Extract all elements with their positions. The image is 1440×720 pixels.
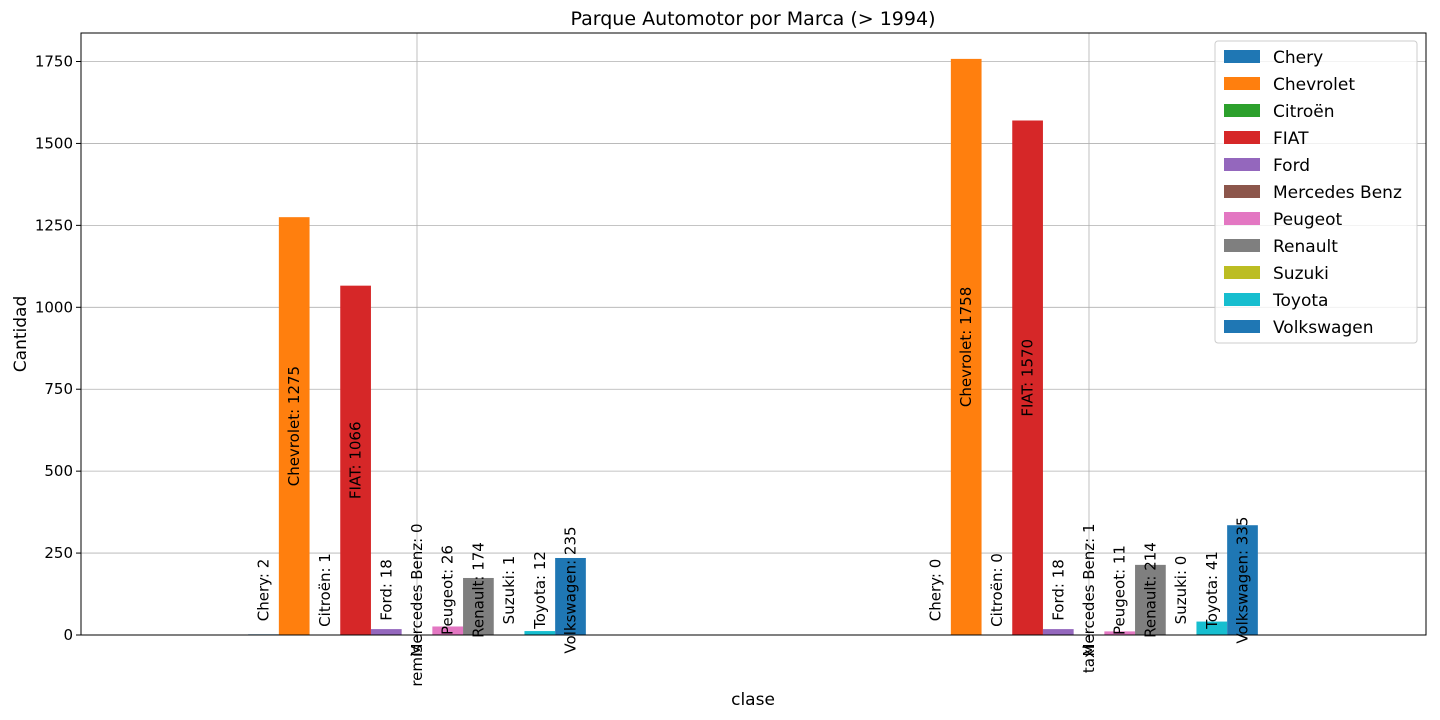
bar-data-label: Renault: 214 bbox=[1141, 542, 1159, 638]
legend-label: Citroën bbox=[1273, 102, 1335, 122]
bar bbox=[950, 58, 982, 635]
bar-data-label: Volkswagen: 235 bbox=[562, 526, 580, 653]
bar-data-label: Volkswagen: 335 bbox=[1234, 517, 1252, 644]
bar-data-label: Chevrolet: 1275 bbox=[285, 366, 303, 486]
legend-swatch bbox=[1224, 293, 1260, 306]
y-tick-label: 500 bbox=[44, 462, 73, 480]
bar-data-label: Ford: 18 bbox=[377, 559, 395, 621]
legend-swatch bbox=[1224, 239, 1260, 252]
bar-data-label: FIAT: 1066 bbox=[347, 421, 365, 499]
y-tick-label: 1250 bbox=[35, 216, 73, 234]
y-tick-label: 1750 bbox=[35, 53, 73, 71]
bars bbox=[248, 58, 1258, 636]
legend-label: Toyota bbox=[1272, 291, 1328, 311]
bar-data-label: Citroën: 0 bbox=[988, 553, 1006, 627]
y-axis-label: Cantidad bbox=[11, 296, 31, 372]
legend-swatch bbox=[1224, 77, 1260, 90]
legend-swatch bbox=[1224, 158, 1260, 171]
legend-label: Peugeot bbox=[1273, 210, 1343, 230]
bar bbox=[432, 626, 464, 635]
bar-data-label: Mercedes Benz: 0 bbox=[408, 523, 426, 656]
plot-frame bbox=[80, 32, 1427, 636]
x-axis: remis taxi bbox=[408, 635, 1098, 687]
y-tick-label: 1000 bbox=[35, 298, 73, 316]
legend-frame bbox=[1214, 40, 1418, 344]
bar-data-label: Chery: 2 bbox=[255, 559, 273, 622]
legend-label: Volkswagen bbox=[1273, 318, 1373, 338]
legend-swatch bbox=[1224, 320, 1260, 333]
data-labels: Chery: 2 Chery: 0 Chevrolet: 1275 Chevrolet… bbox=[255, 287, 1252, 657]
y-tick-label: 0 bbox=[63, 626, 73, 644]
legend-swatch bbox=[1224, 266, 1260, 279]
legend-swatch bbox=[1224, 50, 1260, 63]
y-tick-label: 1500 bbox=[35, 134, 73, 152]
legend-label: Mercedes Benz bbox=[1273, 183, 1402, 203]
bar-data-label: Chery: 0 bbox=[927, 559, 945, 622]
legend-swatch bbox=[1224, 104, 1260, 117]
bar-data-label: Renault: 174 bbox=[469, 542, 487, 638]
bar-data-label: Citroën: 1 bbox=[316, 553, 334, 627]
bar bbox=[1042, 629, 1074, 635]
y-axis: 0 250 500 750 1000 1250 1500 1750 bbox=[35, 53, 81, 644]
legend-label: Chery bbox=[1273, 48, 1323, 68]
bar bbox=[1196, 621, 1228, 635]
bar bbox=[1135, 564, 1166, 635]
x-tick-label: remis bbox=[408, 645, 426, 687]
bar-data-label: Ford: 18 bbox=[1049, 559, 1067, 621]
y-tick-label: 750 bbox=[44, 380, 73, 398]
legend-label: Renault bbox=[1273, 237, 1338, 257]
bar-data-label: Suzuki: 0 bbox=[1172, 556, 1190, 625]
legend-label: Ford bbox=[1273, 156, 1310, 176]
legend: Chery Chevrolet Citroën FIAT Ford Mercedes Be… bbox=[1214, 40, 1418, 344]
y-tick-label: 250 bbox=[44, 544, 73, 562]
bar-data-label: Peugeot: 11 bbox=[1111, 545, 1129, 635]
bar-data-label: Toyota: 12 bbox=[531, 551, 549, 630]
bar bbox=[524, 631, 556, 635]
bar bbox=[1227, 525, 1258, 635]
bar bbox=[278, 217, 310, 636]
bar-data-label: Suzuki: 1 bbox=[500, 556, 518, 625]
bar-data-label: Chevrolet: 1758 bbox=[957, 287, 975, 407]
legend-swatch bbox=[1224, 185, 1260, 198]
legend-label: Chevrolet bbox=[1273, 75, 1355, 95]
x-tick-label: taxi bbox=[1080, 645, 1098, 673]
bar-data-label: FIAT: 1570 bbox=[1019, 339, 1037, 417]
bar bbox=[463, 577, 494, 635]
bar-data-label: Mercedes Benz: 1 bbox=[1080, 523, 1098, 656]
bar bbox=[1012, 120, 1043, 635]
bar bbox=[370, 629, 402, 635]
bar bbox=[340, 285, 371, 635]
bar-data-label: Peugeot: 26 bbox=[439, 545, 457, 635]
chart-title: Parque Automotor por Marca (> 1994) bbox=[571, 8, 936, 30]
bar-data-label: Toyota: 41 bbox=[1203, 551, 1221, 630]
bar bbox=[1104, 631, 1136, 635]
legend-label: FIAT bbox=[1273, 129, 1309, 149]
legend-swatch bbox=[1224, 131, 1260, 144]
x-axis-label: clase bbox=[731, 690, 775, 710]
legend-swatch bbox=[1224, 212, 1260, 225]
bar bbox=[555, 557, 586, 635]
legend-label: Suzuki bbox=[1273, 264, 1329, 284]
